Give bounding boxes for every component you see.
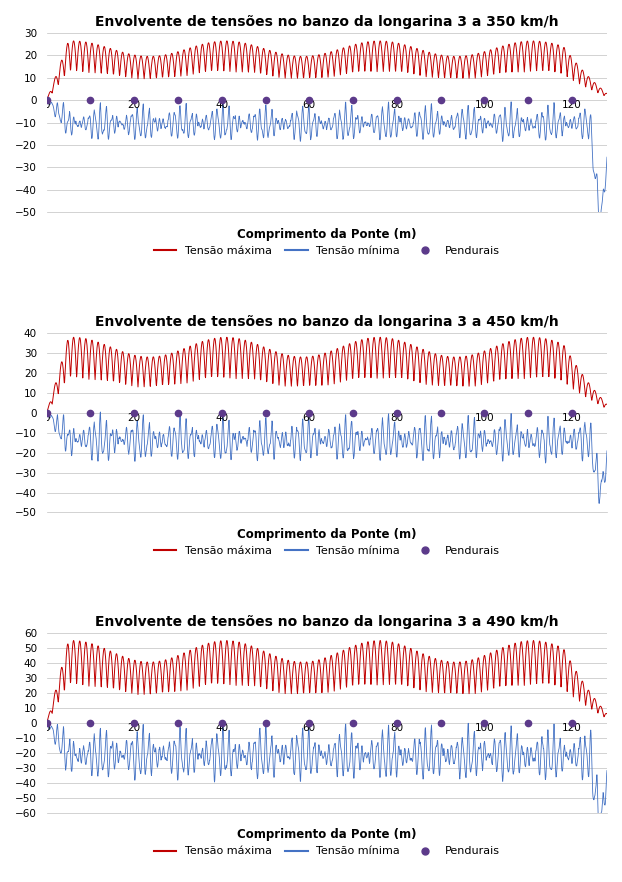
Text: 100: 100 <box>475 101 494 110</box>
Text: 60: 60 <box>303 723 316 733</box>
Legend: Tensão máxima, Tensão mínima, Pendurais: Tensão máxima, Tensão mínima, Pendurais <box>149 542 504 561</box>
Text: 80: 80 <box>390 101 404 110</box>
Title: Envolvente de tensões no banzo da longarina 3 a 490 km/h: Envolvente de tensões no banzo da longar… <box>95 616 559 630</box>
Text: 20: 20 <box>128 723 141 733</box>
Legend: Tensão máxima, Tensão mínima, Pendurais: Tensão máxima, Tensão mínima, Pendurais <box>149 842 504 861</box>
Text: 40: 40 <box>215 101 228 110</box>
Text: 120: 120 <box>562 723 582 733</box>
Text: 20: 20 <box>128 101 141 110</box>
Text: 20: 20 <box>128 413 141 422</box>
Text: 120: 120 <box>562 101 582 110</box>
Text: 120: 120 <box>562 413 582 422</box>
X-axis label: Comprimento da Ponte (m): Comprimento da Ponte (m) <box>237 828 417 841</box>
Text: 40: 40 <box>215 723 228 733</box>
Text: 100: 100 <box>475 723 494 733</box>
X-axis label: Comprimento da Ponte (m): Comprimento da Ponte (m) <box>237 228 417 241</box>
Title: Envolvente de tensões no banzo da longarina 3 a 450 km/h: Envolvente de tensões no banzo da longar… <box>95 315 559 329</box>
Text: 0: 0 <box>44 413 50 422</box>
X-axis label: Comprimento da Ponte (m): Comprimento da Ponte (m) <box>237 527 417 541</box>
Text: 80: 80 <box>390 723 404 733</box>
Text: 60: 60 <box>303 413 316 422</box>
Text: 80: 80 <box>390 413 404 422</box>
Text: 60: 60 <box>303 101 316 110</box>
Text: 40: 40 <box>215 413 228 422</box>
Title: Envolvente de tensões no banzo da longarina 3 a 350 km/h: Envolvente de tensões no banzo da longar… <box>95 15 559 29</box>
Text: 0: 0 <box>44 723 50 733</box>
Text: 0: 0 <box>44 101 50 110</box>
Legend: Tensão máxima, Tensão mínima, Pendurais: Tensão máxima, Tensão mínima, Pendurais <box>149 242 504 260</box>
Text: 100: 100 <box>475 413 494 422</box>
